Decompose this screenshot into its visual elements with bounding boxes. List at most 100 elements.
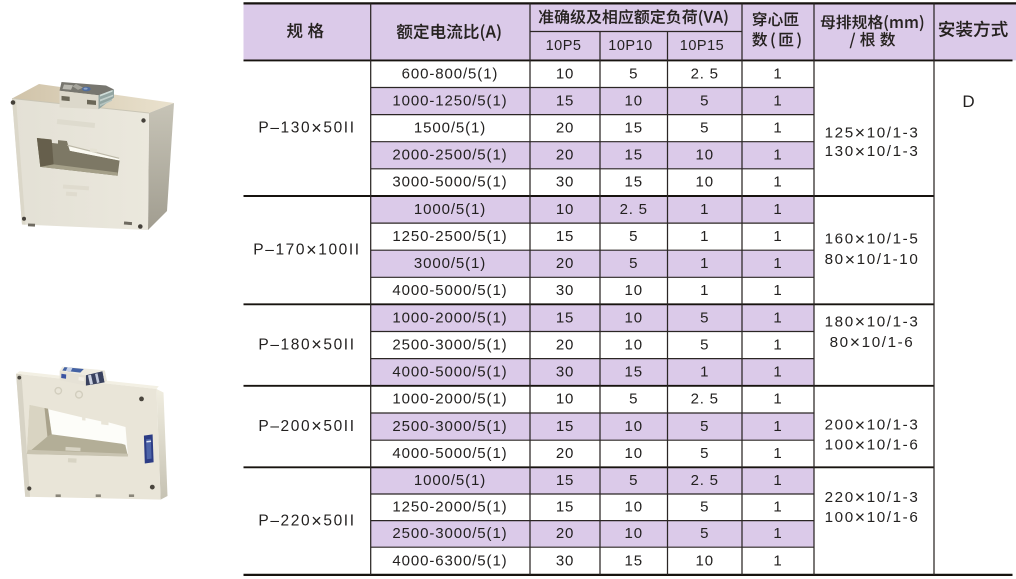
svg-text:2. 5: 2. 5 bbox=[691, 65, 719, 82]
svg-text:180×10/1-3: 180×10/1-3 bbox=[825, 312, 920, 332]
svg-text:4000-6300/5(1): 4000-6300/5(1) bbox=[392, 553, 507, 570]
svg-text:10: 10 bbox=[556, 201, 574, 218]
svg-text:2500-3000/5(1): 2500-3000/5(1) bbox=[392, 525, 507, 542]
svg-text:1000-1250/5(1): 1000-1250/5(1) bbox=[392, 92, 507, 109]
svg-text:3000/5(1): 3000/5(1) bbox=[414, 255, 486, 272]
svg-text:100×10/1-6: 100×10/1-6 bbox=[825, 435, 920, 455]
svg-text:1: 1 bbox=[773, 525, 782, 542]
svg-text:80×10/1-10: 80×10/1-10 bbox=[825, 249, 920, 269]
svg-text:10: 10 bbox=[625, 309, 643, 326]
svg-text:P–170×100II: P–170×100II bbox=[253, 240, 360, 260]
svg-text:P–220×50II: P–220×50II bbox=[258, 511, 355, 531]
svg-text:D: D bbox=[962, 92, 974, 111]
svg-text:30: 30 bbox=[556, 553, 574, 570]
svg-text:1: 1 bbox=[773, 553, 782, 570]
svg-text:20: 20 bbox=[556, 525, 574, 542]
svg-text:30: 30 bbox=[556, 282, 574, 299]
svg-text:1: 1 bbox=[773, 174, 782, 191]
svg-text:15: 15 bbox=[625, 147, 643, 164]
svg-text:10P10: 10P10 bbox=[608, 38, 652, 54]
svg-text:10: 10 bbox=[625, 499, 643, 516]
svg-text:1000/5(1): 1000/5(1) bbox=[414, 201, 486, 218]
svg-text:2. 5: 2. 5 bbox=[620, 201, 648, 218]
svg-text:5: 5 bbox=[700, 418, 709, 435]
svg-text:1: 1 bbox=[773, 336, 782, 353]
svg-text:15: 15 bbox=[556, 228, 574, 245]
svg-text:1: 1 bbox=[773, 364, 782, 381]
svg-text:1: 1 bbox=[773, 472, 782, 489]
svg-text:20: 20 bbox=[556, 445, 574, 462]
svg-text:5: 5 bbox=[700, 336, 709, 353]
svg-text:1: 1 bbox=[773, 445, 782, 462]
svg-text:125×10/1-3: 125×10/1-3 bbox=[825, 123, 920, 143]
svg-text:1: 1 bbox=[773, 65, 782, 82]
svg-text:1: 1 bbox=[773, 391, 782, 408]
svg-text:1250-2500/5(1): 1250-2500/5(1) bbox=[392, 228, 507, 245]
svg-text:15: 15 bbox=[556, 472, 574, 489]
svg-text:600-800/5(1): 600-800/5(1) bbox=[402, 65, 499, 82]
svg-text:3000-5000/5(1): 3000-5000/5(1) bbox=[392, 174, 507, 191]
svg-text:10: 10 bbox=[625, 336, 643, 353]
svg-text:5: 5 bbox=[629, 65, 638, 82]
svg-text:15: 15 bbox=[625, 553, 643, 570]
svg-text:1: 1 bbox=[700, 282, 709, 299]
svg-text:1: 1 bbox=[773, 120, 782, 137]
svg-text:2. 5: 2. 5 bbox=[691, 391, 719, 408]
svg-text:P–180×50II: P–180×50II bbox=[258, 335, 355, 355]
svg-text:1: 1 bbox=[773, 228, 782, 245]
svg-text:5: 5 bbox=[629, 472, 638, 489]
svg-text:220×10/1-3: 220×10/1-3 bbox=[825, 487, 920, 507]
svg-text:5: 5 bbox=[700, 445, 709, 462]
svg-text:15: 15 bbox=[625, 364, 643, 381]
svg-text:10: 10 bbox=[625, 525, 643, 542]
svg-text:200×10/1-3: 200×10/1-3 bbox=[825, 415, 920, 435]
svg-text:10: 10 bbox=[696, 553, 714, 570]
svg-text:2. 5: 2. 5 bbox=[691, 472, 719, 489]
svg-text:15: 15 bbox=[556, 309, 574, 326]
svg-text:1000-2000/5(1): 1000-2000/5(1) bbox=[392, 309, 507, 326]
svg-text:10: 10 bbox=[625, 92, 643, 109]
svg-text:P–200×50II: P–200×50II bbox=[258, 416, 355, 436]
svg-text:30: 30 bbox=[556, 174, 574, 191]
svg-text:5: 5 bbox=[700, 120, 709, 137]
svg-text:1: 1 bbox=[773, 201, 782, 218]
svg-text:1: 1 bbox=[773, 282, 782, 299]
svg-text:15: 15 bbox=[625, 174, 643, 191]
svg-text:5: 5 bbox=[700, 525, 709, 542]
svg-text:1000-2000/5(1): 1000-2000/5(1) bbox=[392, 391, 507, 408]
svg-text:1250-2000/5(1): 1250-2000/5(1) bbox=[392, 499, 507, 516]
svg-text:5: 5 bbox=[700, 309, 709, 326]
svg-text:10: 10 bbox=[625, 445, 643, 462]
svg-text:130×10/1-3: 130×10/1-3 bbox=[825, 141, 920, 161]
svg-text:10: 10 bbox=[625, 418, 643, 435]
svg-text:5: 5 bbox=[629, 228, 638, 245]
svg-text:5: 5 bbox=[700, 499, 709, 516]
svg-text:10: 10 bbox=[696, 147, 714, 164]
svg-text:1: 1 bbox=[773, 309, 782, 326]
svg-text:160×10/1-5: 160×10/1-5 bbox=[825, 229, 920, 249]
svg-text:1: 1 bbox=[700, 364, 709, 381]
svg-text:2500-3000/5(1): 2500-3000/5(1) bbox=[392, 418, 507, 435]
svg-text:1: 1 bbox=[773, 255, 782, 272]
svg-text:2000-2500/5(1): 2000-2500/5(1) bbox=[392, 147, 507, 164]
svg-text:4000-5000/5(1): 4000-5000/5(1) bbox=[392, 445, 507, 462]
svg-text:1: 1 bbox=[700, 228, 709, 245]
svg-text:1: 1 bbox=[773, 418, 782, 435]
svg-text:15: 15 bbox=[556, 92, 574, 109]
svg-text:20: 20 bbox=[556, 255, 574, 272]
svg-text:1: 1 bbox=[700, 201, 709, 218]
svg-text:100×10/1-6: 100×10/1-6 bbox=[825, 507, 920, 527]
svg-text:1: 1 bbox=[773, 147, 782, 164]
svg-text:1: 1 bbox=[773, 92, 782, 109]
svg-text:10: 10 bbox=[556, 65, 574, 82]
svg-text:1500/5(1): 1500/5(1) bbox=[414, 120, 486, 137]
svg-text:5: 5 bbox=[700, 92, 709, 109]
svg-text:15: 15 bbox=[625, 120, 643, 137]
svg-text:1000/5(1): 1000/5(1) bbox=[414, 472, 486, 489]
svg-text:4000-5000/5(1): 4000-5000/5(1) bbox=[392, 282, 507, 299]
svg-text:30: 30 bbox=[556, 364, 574, 381]
svg-text:15: 15 bbox=[556, 418, 574, 435]
svg-text:10P15: 10P15 bbox=[680, 38, 724, 54]
svg-text:10: 10 bbox=[556, 391, 574, 408]
svg-text:80×10/1-6: 80×10/1-6 bbox=[830, 332, 915, 352]
